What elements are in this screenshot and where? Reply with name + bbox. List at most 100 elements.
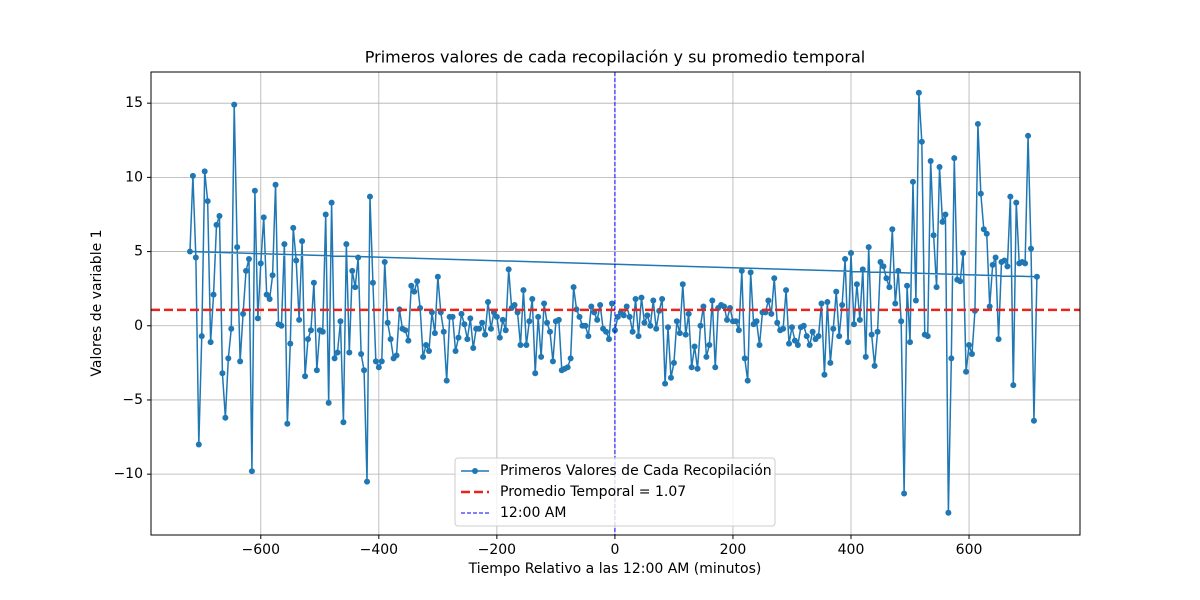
point <box>930 232 937 239</box>
point <box>210 291 217 298</box>
point <box>850 321 857 328</box>
point <box>204 198 211 205</box>
point <box>1033 273 1040 280</box>
point <box>352 284 359 291</box>
point <box>269 272 276 279</box>
point <box>216 212 223 219</box>
point <box>284 420 291 427</box>
point <box>732 318 739 325</box>
point <box>738 267 745 274</box>
point <box>257 260 264 267</box>
point <box>809 328 816 335</box>
point <box>856 316 863 323</box>
point <box>493 313 500 320</box>
point <box>470 345 477 352</box>
point <box>588 303 595 310</box>
point <box>529 296 536 303</box>
point <box>296 316 303 323</box>
point <box>384 319 391 326</box>
point <box>198 333 205 340</box>
point <box>824 299 831 306</box>
point <box>1025 132 1032 139</box>
point <box>685 310 692 317</box>
point <box>626 313 633 320</box>
point <box>381 258 388 265</box>
point <box>786 340 793 347</box>
point <box>641 319 648 326</box>
point <box>243 267 250 274</box>
point <box>836 333 843 340</box>
point <box>251 187 258 194</box>
point <box>842 255 849 262</box>
point <box>597 301 604 308</box>
point <box>290 224 297 231</box>
point <box>458 310 465 317</box>
point <box>912 297 919 304</box>
point <box>670 359 677 366</box>
point <box>886 284 893 291</box>
point <box>791 337 798 344</box>
legend-marker <box>472 468 478 474</box>
point <box>570 284 577 291</box>
point <box>414 278 421 285</box>
point <box>225 355 232 362</box>
point <box>667 374 674 381</box>
point <box>874 328 881 335</box>
point <box>464 336 471 343</box>
point <box>942 211 949 218</box>
point <box>608 300 615 307</box>
point <box>741 355 748 362</box>
point <box>248 468 255 475</box>
point <box>783 287 790 294</box>
point <box>623 303 630 310</box>
point <box>582 322 589 329</box>
point <box>989 261 996 268</box>
point <box>662 380 669 387</box>
point <box>880 263 887 270</box>
point <box>1022 260 1029 267</box>
point <box>694 365 701 372</box>
point <box>676 330 683 337</box>
point <box>974 120 981 127</box>
point <box>889 226 896 233</box>
legend-label: Primeros Valores de Cada Recopilación <box>500 463 772 479</box>
point <box>709 297 716 304</box>
point <box>425 347 432 354</box>
point <box>358 350 365 357</box>
point <box>939 218 946 225</box>
point <box>231 101 238 108</box>
point <box>827 359 834 366</box>
point <box>476 325 483 332</box>
point <box>948 355 955 362</box>
point <box>310 279 317 286</box>
point <box>372 358 379 365</box>
point <box>496 334 503 341</box>
point <box>266 296 273 303</box>
point <box>526 318 533 325</box>
point <box>901 490 908 497</box>
point <box>620 312 627 319</box>
point <box>983 230 990 237</box>
point <box>673 318 680 325</box>
point <box>682 331 689 338</box>
point <box>355 254 362 261</box>
point <box>765 297 772 304</box>
point <box>907 339 914 346</box>
point <box>995 336 1002 343</box>
x-tick-label: −400 <box>360 542 398 558</box>
point <box>334 349 341 356</box>
point <box>833 288 840 295</box>
point <box>614 313 621 320</box>
point <box>1004 263 1011 270</box>
point <box>234 244 241 251</box>
point <box>845 339 852 346</box>
point <box>541 300 548 307</box>
point <box>735 327 742 334</box>
point <box>774 319 781 326</box>
point <box>361 367 368 374</box>
point <box>753 318 760 325</box>
point <box>505 266 512 273</box>
point <box>431 330 438 337</box>
point <box>346 349 353 356</box>
point <box>207 339 214 346</box>
